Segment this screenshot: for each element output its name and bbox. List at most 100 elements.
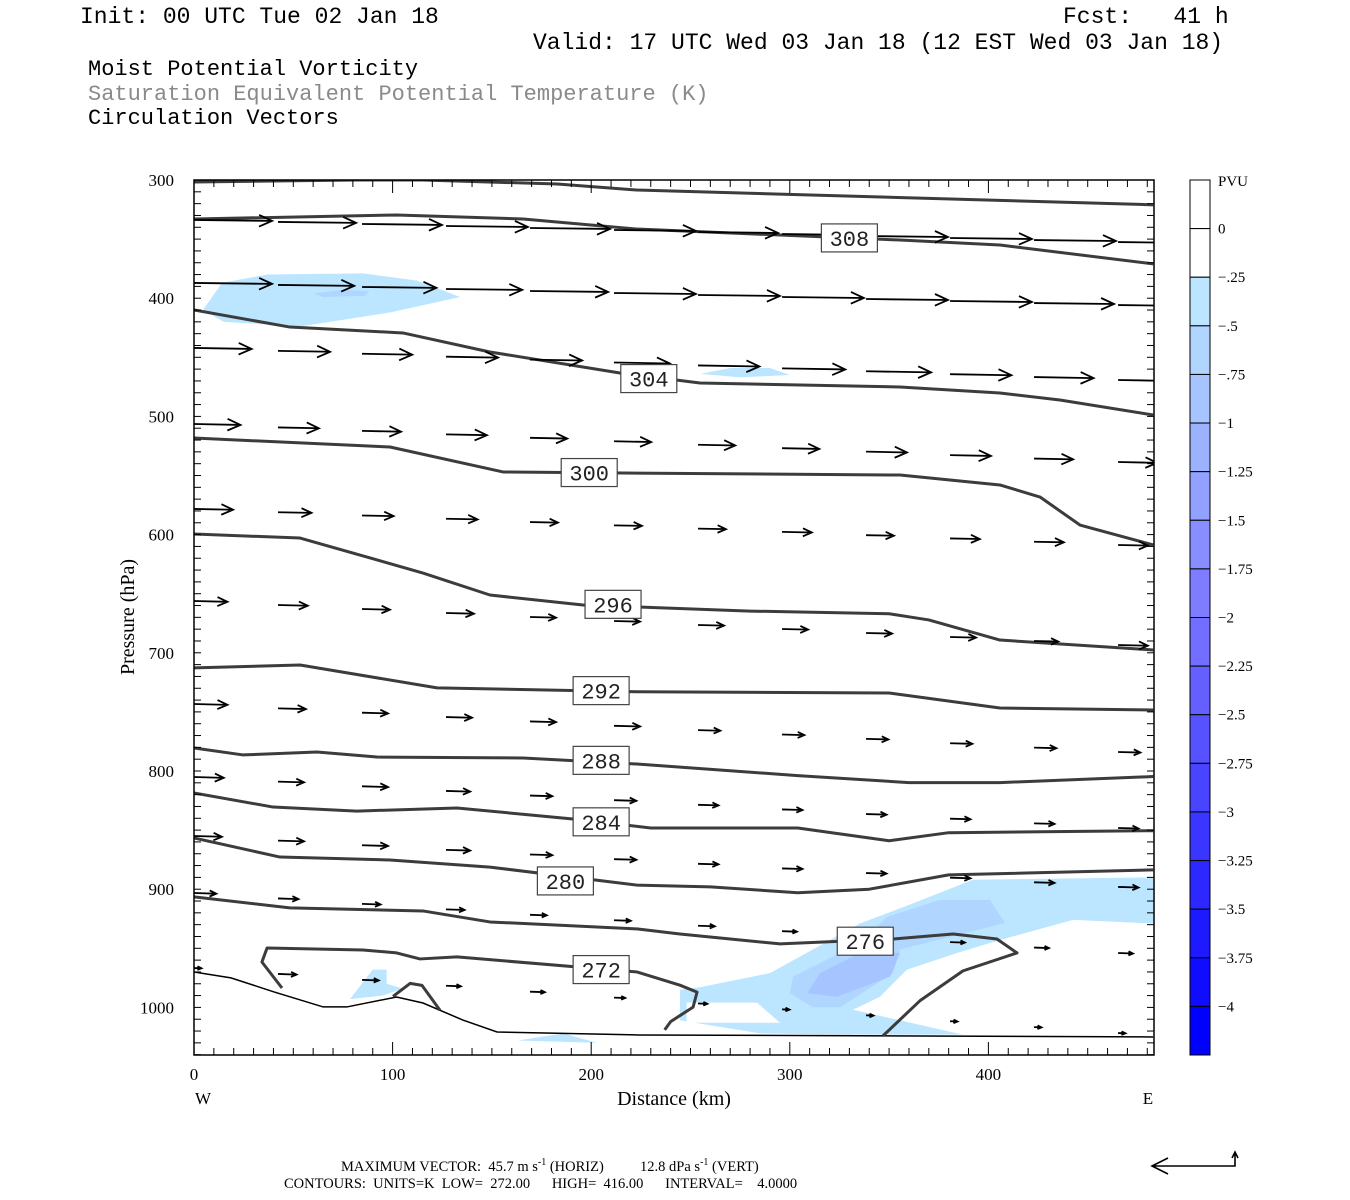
- vector-arrow: [698, 860, 721, 868]
- colorbar-label: −1: [1218, 416, 1234, 432]
- colorbar-box: [1189, 860, 1211, 910]
- x-axis-title: Distance (km): [617, 1088, 731, 1110]
- contour-label-box: [572, 807, 630, 837]
- colorbar-box: [1189, 1005, 1211, 1056]
- vert-exp: -1: [700, 1157, 709, 1168]
- vector-arrow: [445, 906, 467, 914]
- vector-arrow: [950, 232, 1035, 246]
- colorbar-box: [1189, 471, 1211, 521]
- vector-arrow: [698, 524, 729, 534]
- colorbar-box: [1189, 325, 1211, 375]
- colorbar-title: PVU: [1218, 174, 1248, 190]
- contour-label: 288: [581, 750, 621, 775]
- vector-arrow: [950, 368, 1014, 382]
- vector-arrow: [782, 731, 807, 739]
- colorbar-box: [1189, 665, 1211, 716]
- vector-arrow: [950, 939, 968, 946]
- vector-arrow: [194, 772, 226, 783]
- vector-arrow: [530, 353, 585, 367]
- contour-info: CONTOURS: UNITS=K LOW= 272.00 HIGH= 416.…: [284, 1176, 798, 1192]
- contour-label-box: [620, 363, 678, 394]
- vector-arrow: [530, 222, 613, 236]
- vector-arrow: [277, 344, 333, 359]
- vector-arrow: [614, 224, 699, 238]
- colorbar-label: −2.25: [1218, 659, 1253, 675]
- vector-arrow: [950, 874, 973, 882]
- pv-shade-neg25: [517, 1033, 598, 1043]
- vector-arrow: [361, 977, 381, 984]
- vector-arrow: [530, 432, 570, 445]
- vector-arrow: [614, 521, 645, 531]
- vector-arrow: [866, 735, 891, 744]
- colorbar-label: −3.25: [1218, 854, 1253, 870]
- vector-arrow: [530, 912, 549, 919]
- contour-label: 292: [581, 681, 621, 706]
- contour-288: [194, 746, 1154, 785]
- legend-vectors: Circulation Vectors: [88, 106, 339, 131]
- vector-arrow: [866, 629, 895, 638]
- vector-arrow: [1118, 883, 1141, 891]
- vector-arrow: [194, 503, 236, 516]
- vector-arrow: [782, 291, 867, 305]
- vector-arrow: [1034, 945, 1052, 951]
- y-tick-label: 1000: [140, 998, 174, 1017]
- vector-arrow: [866, 445, 910, 459]
- vector-arrow: [194, 596, 230, 607]
- vector-arrow: [362, 347, 415, 362]
- vector-arrow: [194, 277, 275, 291]
- vector-arrow: [614, 855, 639, 864]
- colorbar-label: −1.25: [1218, 465, 1253, 481]
- x-tick-label: 0: [190, 1065, 199, 1084]
- vector-arrow: [361, 510, 396, 522]
- vector-arrow: [698, 1001, 710, 1007]
- pv-shade-neg25: [700, 367, 790, 378]
- vector-arrow: [950, 295, 1035, 309]
- horiz-exp: -1: [537, 1157, 547, 1168]
- contour-304: [194, 308, 1154, 417]
- contour-272: [260, 946, 699, 1031]
- vector-arrow: [1118, 950, 1136, 957]
- colorbar-box: [1189, 519, 1211, 570]
- colorbar-label: −2.75: [1218, 756, 1253, 772]
- vector-arrow: [530, 517, 561, 528]
- vector-arrow: [866, 230, 951, 244]
- colorbar-label: −3.75: [1218, 951, 1253, 967]
- x-tick-label: 400: [976, 1065, 1002, 1084]
- colorbar-box: [1189, 762, 1211, 813]
- contour-label-box: [836, 926, 894, 956]
- vector-arrow: [866, 530, 897, 541]
- vector-arrow: [530, 851, 555, 859]
- vector-arrow: [446, 608, 477, 619]
- vector-arrow: [277, 507, 314, 519]
- vector-arrow: [1034, 637, 1061, 646]
- vector-arrow: [614, 917, 633, 924]
- vert-label: (VERT): [712, 1158, 759, 1175]
- vector-arrow: [362, 281, 439, 295]
- valid-time: Valid: 17 UTC Wed 03 Jan 18 (12 EST Wed …: [533, 30, 1224, 56]
- colorbar-label: −.25: [1218, 270, 1245, 286]
- vector-arrow: [698, 726, 723, 735]
- vector-arrow: [277, 971, 299, 978]
- colorbar-box: [1189, 714, 1211, 764]
- contour-label: 300: [569, 463, 609, 488]
- y-tick-label: 400: [149, 289, 175, 308]
- contour-label: 296: [593, 594, 633, 619]
- vector-arrow: [361, 604, 393, 615]
- reference-vector-arrow: [1150, 1150, 1239, 1175]
- vector-arrow: [361, 708, 391, 718]
- vector-arrow: [194, 417, 243, 432]
- contour-label: 276: [845, 931, 885, 956]
- vector-arrow: [866, 1012, 876, 1019]
- pv-shade-neg75: [807, 949, 901, 997]
- vector-arrow: [782, 527, 815, 538]
- vector-arrow: [950, 815, 973, 823]
- colorbar-box: [1189, 811, 1211, 862]
- vector-arrow: [698, 439, 738, 452]
- x-tick-label: 300: [777, 1065, 803, 1084]
- contour-label: 284: [581, 812, 621, 837]
- vector-arrow: [866, 810, 889, 819]
- vector-arrow: [866, 365, 934, 379]
- vector-arrow: [194, 965, 204, 971]
- contour-label: 280: [546, 871, 586, 896]
